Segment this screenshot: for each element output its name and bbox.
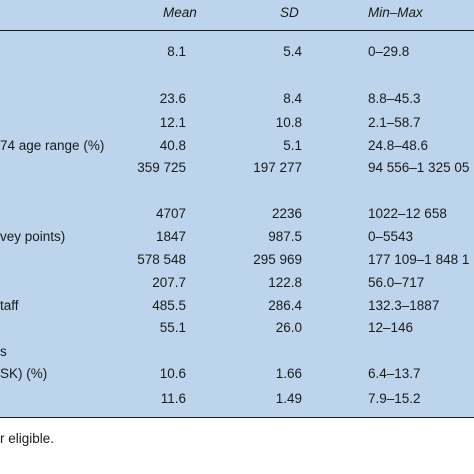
header-sd: SD bbox=[280, 5, 299, 20]
cell-sd: 10.8 bbox=[275, 115, 302, 130]
cell-sd: 197 277 bbox=[253, 160, 302, 175]
cell-minmax: 56.0–717 bbox=[368, 275, 425, 290]
cell-minmax: 8.8–45.3 bbox=[368, 91, 421, 106]
table-footnote: r eligible. bbox=[0, 431, 55, 446]
cell-mean: 55.1 bbox=[159, 320, 186, 335]
cell-mean: 4707 bbox=[155, 206, 186, 221]
stats-table: Mean SD Min–Max 8.1 5.4 0–29.8 23.6 8.4 … bbox=[0, 0, 474, 418]
cell-minmax: 12–146 bbox=[368, 320, 414, 335]
cell-sd: 1.49 bbox=[275, 391, 302, 406]
row-label: vey points) bbox=[0, 229, 66, 244]
cell-minmax: 177 109–1 848 1 bbox=[368, 252, 470, 267]
row-label: taff bbox=[0, 298, 19, 313]
cell-mean: 485.5 bbox=[152, 298, 186, 313]
cell-sd: 122.8 bbox=[268, 275, 302, 290]
cell-sd: 2236 bbox=[271, 206, 302, 221]
table-bottom-rule bbox=[0, 417, 474, 418]
cell-sd: 295 969 bbox=[253, 252, 302, 267]
cell-mean: 1847 bbox=[155, 229, 186, 244]
cell-minmax: 94 556–1 325 05 bbox=[368, 160, 470, 175]
cell-mean: 578 548 bbox=[137, 252, 186, 267]
cell-mean: 23.6 bbox=[159, 91, 186, 106]
cell-minmax: 7.9–15.2 bbox=[368, 391, 421, 406]
cell-sd: 5.4 bbox=[283, 44, 302, 59]
header-rule bbox=[0, 30, 474, 31]
cell-sd: 26.0 bbox=[275, 320, 302, 335]
cell-minmax: 0–5543 bbox=[368, 229, 414, 244]
header-minmax: Min–Max bbox=[368, 5, 423, 20]
cell-mean: 10.6 bbox=[159, 366, 186, 381]
cell-mean: 8.1 bbox=[167, 44, 186, 59]
cell-mean: 40.8 bbox=[159, 138, 186, 153]
row-label: s bbox=[0, 344, 7, 359]
cell-sd: 987.5 bbox=[268, 229, 302, 244]
cell-minmax: 0–29.8 bbox=[368, 44, 410, 59]
cell-sd: 1.66 bbox=[275, 366, 302, 381]
cell-minmax: 2.1–58.7 bbox=[368, 115, 421, 130]
cell-minmax: 24.8–48.6 bbox=[368, 138, 429, 153]
cell-mean: 11.6 bbox=[160, 391, 186, 406]
row-label: SK) (%) bbox=[0, 366, 48, 381]
cell-mean: 359 725 bbox=[137, 160, 186, 175]
cell-sd: 5.1 bbox=[283, 138, 302, 153]
cell-minmax: 132.3–1887 bbox=[368, 298, 440, 313]
cell-mean: 12.1 bbox=[159, 115, 186, 130]
cell-minmax: 1022–12 658 bbox=[368, 206, 447, 221]
cell-sd: 286.4 bbox=[268, 298, 302, 313]
cell-minmax: 6.4–13.7 bbox=[368, 366, 421, 381]
row-label: 74 age range (%) bbox=[0, 138, 105, 153]
cell-mean: 207.7 bbox=[152, 275, 186, 290]
cell-sd: 8.4 bbox=[283, 91, 302, 106]
header-mean: Mean bbox=[163, 5, 197, 20]
